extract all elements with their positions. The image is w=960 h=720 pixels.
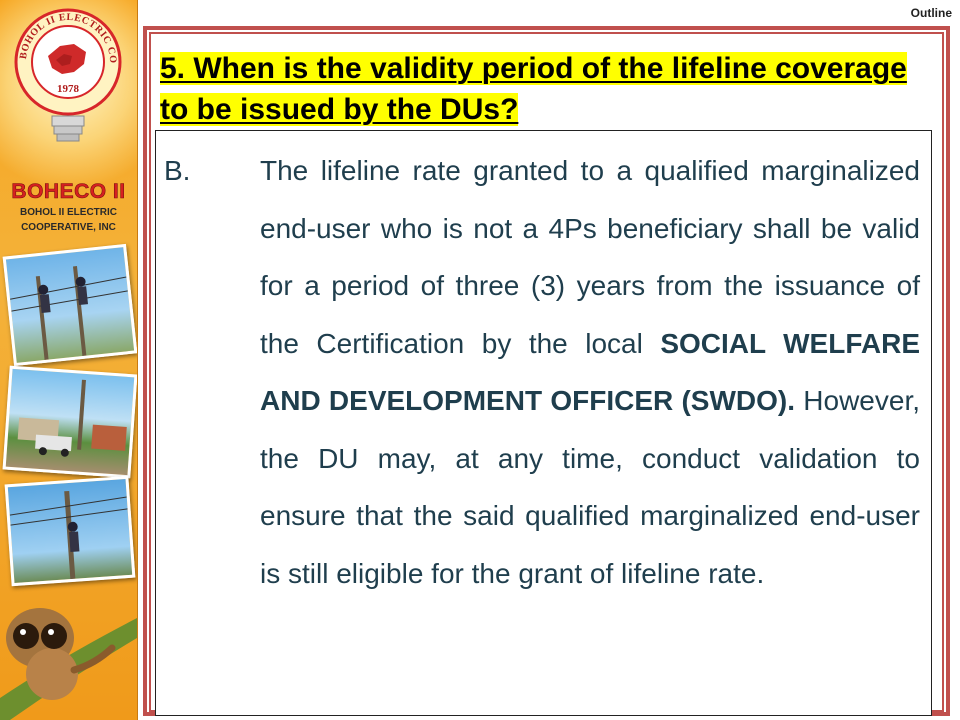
street-work-photo xyxy=(2,365,137,479)
item-text-bold: SOCIAL WELFARE AND DEVELOPMENT OFFICER (… xyxy=(260,327,920,417)
logo-year: 1978 xyxy=(57,83,80,95)
item-text-part2: However, the DU may, at any time, conduc… xyxy=(260,385,920,589)
outline-link[interactable]: Outline xyxy=(910,6,952,20)
pole-climb-photo xyxy=(4,475,136,587)
item-paragraph: The lifeline rate granted to a qualified… xyxy=(260,142,920,602)
content-box xyxy=(155,130,932,716)
brand-block: BOHECO II BOHOL II ELECTRIC COOPERATIVE,… xyxy=(0,180,137,234)
org-short-name: BOHECO II xyxy=(11,180,126,204)
org-full-name-line2: COOPERATIVE, INC xyxy=(21,222,116,233)
item-letter: B. xyxy=(164,155,191,186)
slide-title: 5. When is the validity period of the li… xyxy=(160,48,924,130)
item-text-part1: The lifeline rate granted to a qualified… xyxy=(260,155,920,359)
tarsier-illustration xyxy=(0,608,137,720)
slide-title-text: 5. When is the validity period of the li… xyxy=(160,52,907,126)
branding-sidebar: BOHOL II ELECTRIC COOPERATIVE, INC 1978 … xyxy=(0,0,138,720)
linemen-photo-1 xyxy=(2,243,137,367)
cooperative-logo-icon: BOHOL II ELECTRIC COOPERATIVE, INC 1978 xyxy=(12,4,122,142)
org-full-name-line1: BOHOL II ELECTRIC xyxy=(19,207,118,218)
